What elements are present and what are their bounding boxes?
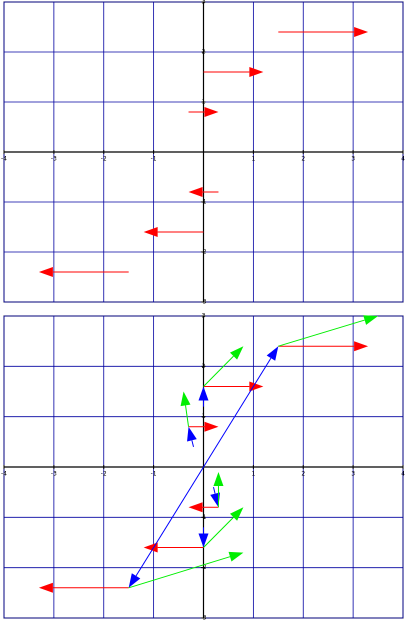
- arrow: [278, 27, 369, 37]
- arrow-head: [188, 187, 203, 197]
- arrow: [188, 187, 219, 197]
- arrow-head: [38, 582, 53, 593]
- arrow-head: [229, 507, 244, 521]
- x-tick-label: 4: [401, 471, 405, 478]
- arrow-shaft: [203, 355, 234, 387]
- arrow-head: [204, 421, 219, 432]
- arrow-head: [128, 573, 141, 588]
- arrow-head: [143, 227, 158, 237]
- arrow: [210, 487, 220, 508]
- x-tick-label: -4: [1, 471, 7, 478]
- arrow: [128, 551, 244, 589]
- arrow: [38, 582, 129, 593]
- x-tick-label: 2: [301, 156, 305, 163]
- arrow-shaft: [203, 516, 234, 548]
- arrow-head: [354, 27, 369, 37]
- arrow-head: [228, 551, 244, 562]
- arrow: [203, 67, 264, 77]
- arrow-head: [249, 381, 264, 392]
- arrow-head: [198, 386, 209, 401]
- arrow: [128, 466, 204, 588]
- arrow: [203, 346, 279, 468]
- arrow-head: [229, 346, 244, 360]
- arrow-head: [204, 107, 219, 117]
- x-tick-label: 3: [351, 156, 355, 163]
- arrow-head: [187, 426, 197, 442]
- arrow: [143, 542, 204, 553]
- x-tick-label: -2: [101, 156, 107, 163]
- arrow-head: [354, 341, 369, 352]
- arrow-head: [249, 67, 264, 77]
- arrow-shaft: [212, 487, 216, 494]
- arrow-shaft: [278, 319, 365, 347]
- arrow-shaft: [135, 466, 204, 577]
- arrow: [38, 267, 129, 277]
- arrow: [198, 527, 209, 548]
- arrow: [188, 421, 219, 432]
- arrow: [143, 227, 204, 237]
- x-tick-label: -1: [151, 156, 157, 163]
- arrow-head: [180, 391, 191, 407]
- arrow-shaft: [185, 405, 190, 427]
- arrow: [198, 386, 209, 407]
- arrow: [278, 315, 379, 347]
- x-tick-label: 4: [401, 156, 405, 163]
- arrow: [187, 426, 197, 447]
- arrow-head: [143, 542, 158, 553]
- x-tick-label: 2: [301, 471, 305, 478]
- x-tick-label: -4: [1, 156, 7, 163]
- arrow: [188, 107, 219, 117]
- arrow-shaft: [191, 440, 195, 447]
- arrow: [188, 502, 219, 513]
- x-tick-label: 1: [251, 471, 255, 478]
- x-tick-label: 1: [251, 156, 255, 163]
- arrow: [213, 472, 224, 508]
- arrow-head: [213, 472, 224, 487]
- arrow-shaft: [203, 357, 272, 468]
- arrow-head: [188, 502, 203, 513]
- arrow: [203, 346, 244, 387]
- arrow-head: [38, 267, 53, 277]
- arrow-head: [363, 315, 379, 325]
- x-tick-label: -1: [151, 471, 157, 478]
- arrow: [203, 507, 244, 548]
- arrow-head: [198, 533, 209, 548]
- arrow: [180, 391, 191, 427]
- x-tick-label: -3: [51, 471, 57, 478]
- arrow-head: [210, 492, 220, 508]
- x-tick-label: -3: [51, 156, 57, 163]
- arrow-shaft: [128, 556, 231, 589]
- arrow: [278, 341, 369, 352]
- arrow: [203, 381, 264, 392]
- x-tick-label: -2: [101, 471, 107, 478]
- x-tick-label: 3: [351, 471, 355, 478]
- arrow-head: [266, 346, 279, 361]
